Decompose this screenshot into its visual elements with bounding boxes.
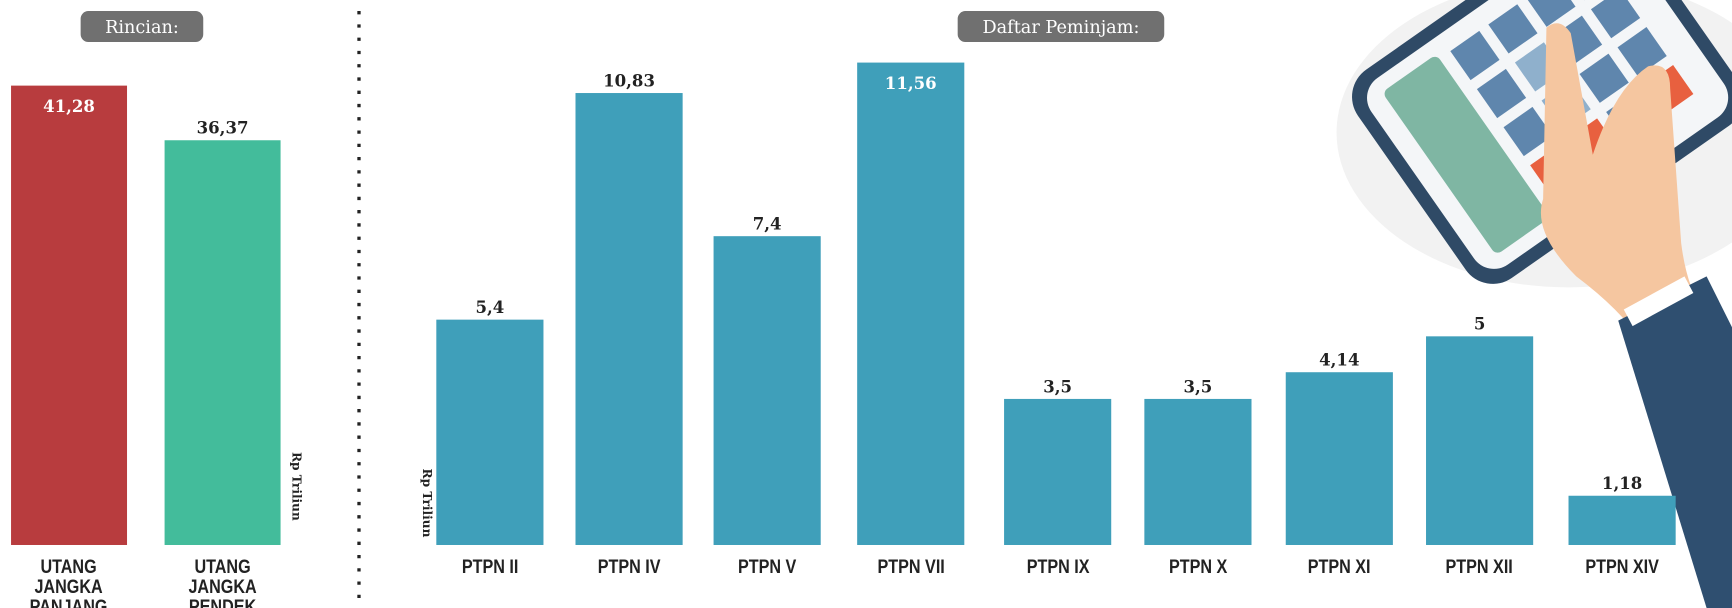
bar — [1004, 399, 1111, 545]
x-tick-label: PTPN II — [430, 558, 549, 578]
chart: Rincian: Rp Triliun 41,28 36,37 Daftar Pemin… — [0, 0, 1732, 608]
x-tick-label: PTPN VII — [851, 558, 970, 578]
y-axis-label: Rp Triliun — [420, 469, 434, 538]
value-label: 11,56 — [885, 73, 937, 93]
bar — [1286, 372, 1393, 545]
value-label: 5 — [1474, 314, 1486, 334]
chart-title: Daftar Peminjam: — [982, 18, 1139, 38]
bar — [714, 236, 821, 545]
x-tick-label: UTANG JANGKA PENDEK — [159, 558, 286, 608]
value-label: 7,4 — [753, 214, 782, 234]
x-tick-label: PTPN V — [708, 558, 827, 578]
bar — [857, 63, 964, 545]
x-tick-label: PTPN XI — [1280, 558, 1399, 578]
bar — [11, 86, 127, 545]
value-label: 3,5 — [1184, 376, 1213, 396]
value-label: 1,18 — [1602, 473, 1642, 493]
value-label: 5,4 — [475, 297, 504, 317]
x-tick-label: UTANG JANGKA PANJANG — [6, 558, 133, 608]
value-label: 41,28 — [43, 96, 95, 116]
page: Rincian: Rp Triliun 41,28 36,37 Daftar Pemin… — [0, 0, 1732, 608]
x-tick-label: PTPN X — [1138, 558, 1257, 578]
bar — [575, 93, 682, 545]
bar — [436, 320, 543, 545]
bar — [1426, 336, 1533, 545]
x-tick-label: PTPN XII — [1420, 558, 1539, 578]
x-tick-label: PTPN XIV — [1562, 558, 1681, 578]
x-tick-label: PTPN IV — [569, 558, 688, 578]
value-label: 3,5 — [1043, 376, 1072, 396]
value-label: 10,83 — [603, 70, 655, 90]
bar — [165, 140, 281, 545]
bar — [1144, 399, 1251, 545]
chart-title: Rincian: — [105, 18, 179, 38]
y-axis-label: Rp Triliun — [290, 452, 304, 521]
value-label: 36,37 — [197, 118, 249, 138]
x-tick-label: PTPN IX — [998, 558, 1117, 578]
value-label: 4,14 — [1319, 350, 1359, 370]
bar — [1569, 496, 1676, 545]
